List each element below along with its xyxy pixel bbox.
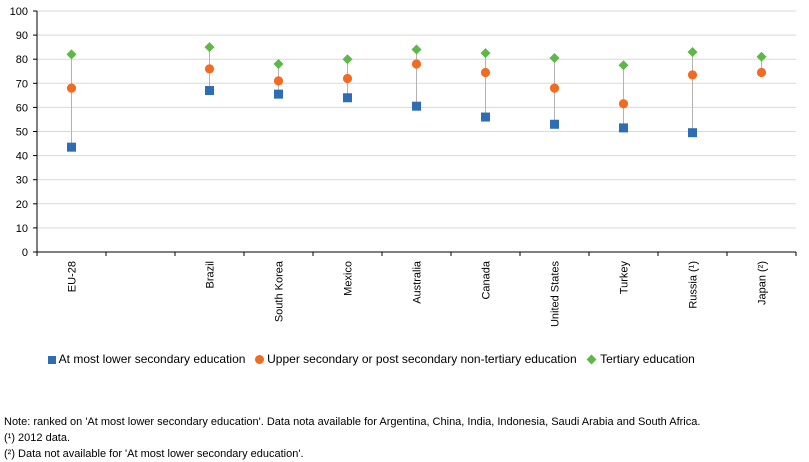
y-tick-label: 30 (16, 175, 28, 187)
data-point-tertiary (618, 60, 629, 71)
legend-square-marker (48, 355, 56, 364)
y-tick-label: 10 (16, 223, 28, 235)
x-tick-label: United States (550, 261, 562, 328)
legend-label-tertiary: Tertiary education (600, 352, 695, 366)
x-tick-label: Russia (¹) (688, 261, 700, 309)
legend-circle-marker (254, 355, 264, 365)
data-point-tertiary (549, 52, 560, 63)
data-point-tertiary (411, 44, 422, 55)
data-point-lower-secondary (205, 86, 214, 96)
data-point-upper-secondary (204, 64, 215, 74)
y-tick-label: 90 (16, 30, 28, 42)
x-tick-label: Canada (481, 260, 493, 299)
legend-item-tertiary: Tertiary education (586, 352, 695, 366)
data-point-tertiary (756, 51, 767, 62)
y-tick-label: 0 (22, 247, 28, 259)
data-point-upper-secondary (480, 67, 491, 78)
chart-plot: 0 10 20 30 40 50 60 70 80 90 100 EU-28 Brazil South K… (10, 6, 797, 328)
legend-item-lower-secondary: At most lower secondary education (48, 352, 245, 366)
data-point-upper-secondary (756, 67, 767, 78)
legend-label-upper-secondary: Upper secondary or post secondary non-te… (267, 352, 577, 366)
y-tick-label: 60 (16, 102, 28, 114)
data-point-upper-secondary (411, 59, 422, 69)
legend-label-lower-secondary: At most lower secondary education (58, 352, 246, 366)
data-point-upper-secondary (342, 73, 353, 84)
x-tick-label: Turkey (619, 261, 631, 295)
data-point-upper-secondary (549, 83, 560, 93)
x-tick-label: Mexico (343, 261, 355, 296)
data-point-tertiary (687, 46, 698, 57)
data-point-lower-secondary (67, 142, 76, 152)
data-point-lower-secondary (688, 128, 697, 138)
data-point-lower-secondary (550, 119, 559, 129)
data-point-lower-secondary (412, 101, 421, 111)
x-tick-label: Brazil (205, 261, 217, 289)
x-tick-label: EU-28 (67, 261, 79, 292)
legend-diamond-marker (586, 354, 597, 365)
data-point-upper-secondary (66, 83, 77, 93)
data-point-tertiary (204, 42, 215, 53)
data-point-lower-secondary (481, 112, 490, 122)
note-japan-unavailable: (²) Data not available for 'At most lowe… (4, 448, 304, 460)
y-tick-label: 100 (10, 6, 28, 18)
data-point-lower-secondary (343, 93, 352, 103)
x-tick-label: Australia (412, 260, 424, 304)
legend-item-upper-secondary: Upper secondary or post secondary non-te… (254, 352, 577, 366)
y-tick-label: 20 (16, 199, 28, 211)
x-tick-label: South Korea (274, 260, 286, 322)
data-point-tertiary (273, 59, 284, 70)
y-tick-label: 80 (16, 54, 28, 66)
chart-legend: At most lower secondary education Upper … (48, 352, 701, 366)
data-point-tertiary (342, 54, 353, 65)
y-tick-label: 40 (16, 151, 28, 163)
data-point-tertiary (480, 48, 491, 59)
data-point-tertiary (66, 49, 77, 60)
data-point-upper-secondary (618, 99, 629, 109)
y-tick-label: 70 (16, 78, 28, 90)
chart-notes: Note: ranked on 'At most lower secondary… (4, 414, 700, 462)
data-point-upper-secondary (687, 70, 698, 80)
data-point-upper-secondary (273, 76, 284, 86)
data-point-lower-secondary (619, 123, 628, 133)
note-2012-data: (¹) 2012 data. (4, 432, 71, 444)
y-tick-label: 50 (16, 127, 28, 139)
data-point-lower-secondary (274, 89, 283, 99)
note-ranking: Note: ranked on 'At most lower secondary… (4, 416, 701, 428)
x-tick-label: Japan (²) (757, 261, 769, 305)
